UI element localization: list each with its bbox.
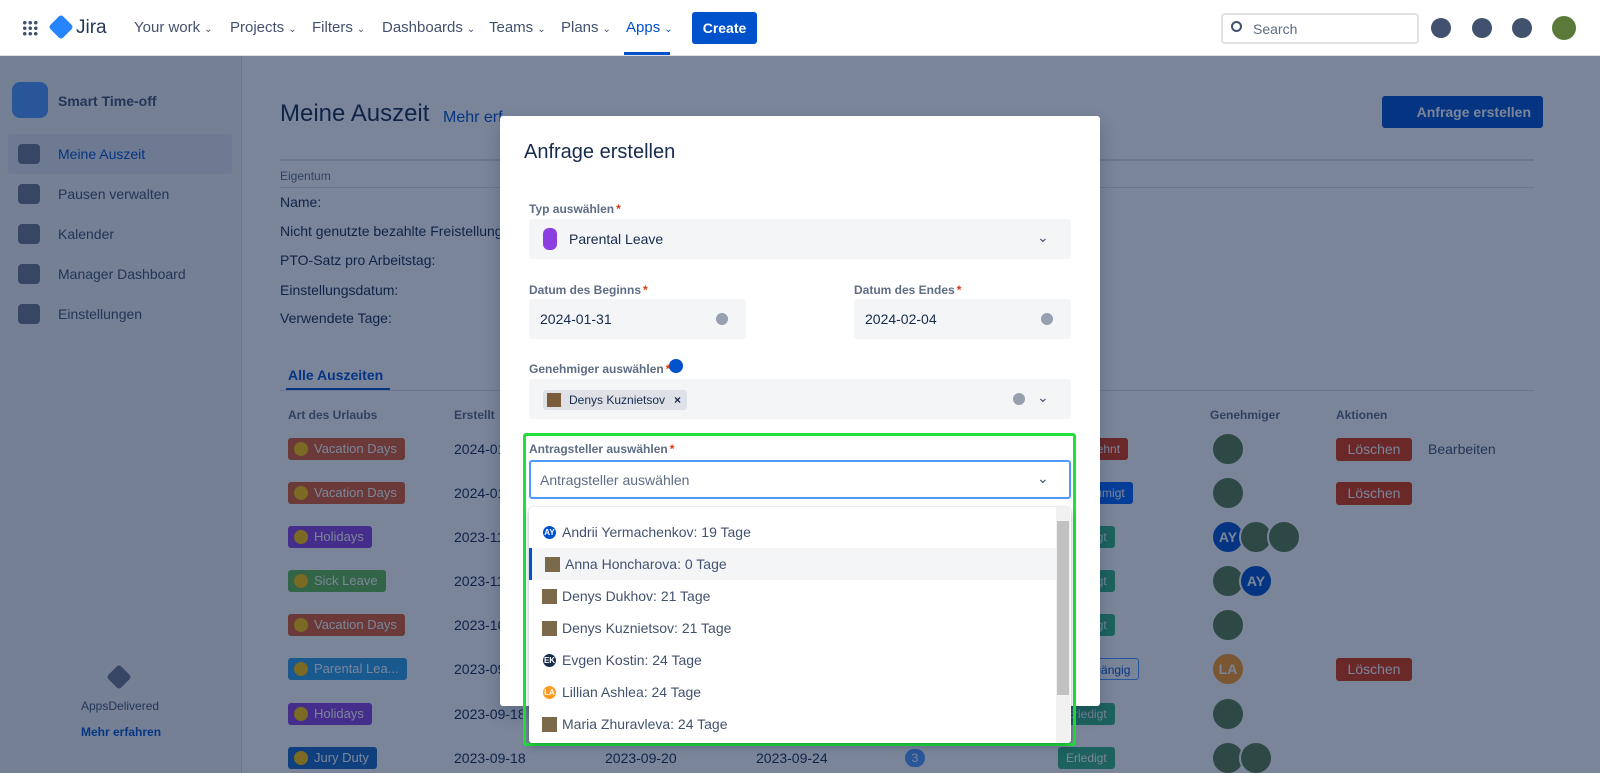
end-value: 2024-02-04 bbox=[865, 311, 937, 327]
input-box[interactable]: 2024-01-31 bbox=[529, 299, 746, 339]
field-label: Datum des Endes * bbox=[854, 283, 962, 297]
nav-item[interactable]: Teams ⌄ bbox=[489, 19, 546, 36]
required-mark: * bbox=[956, 283, 962, 297]
chevron: ⌄ bbox=[1037, 229, 1049, 245]
highlight-frame bbox=[523, 433, 1076, 746]
requester-input[interactable]: Antragsteller auswählen ⌄ bbox=[529, 460, 1071, 499]
input-box[interactable]: 2024-02-04 bbox=[854, 299, 1071, 339]
dropdown-option[interactable]: LA Lillian Ashlea: 24 Tage bbox=[529, 676, 1056, 708]
avatar: LA bbox=[541, 684, 558, 701]
dropdown-option[interactable]: Maria Zhuravleva: 24 Tage bbox=[529, 708, 1056, 740]
clear-icon bbox=[1013, 393, 1025, 405]
option-avatar bbox=[545, 557, 560, 572]
requester-placeholder: Antragsteller auswählen bbox=[540, 472, 690, 488]
dropdown-option[interactable]: Denys Kuznietsov: 21 Tage bbox=[529, 612, 1056, 644]
option-label: Evgen Kostin: 24 Tage bbox=[562, 652, 702, 668]
scrollbar-thumb bbox=[1057, 521, 1069, 695]
nav-active-underline bbox=[624, 52, 670, 55]
dropdown-option[interactable]: Anna Honcharova: 0 Tage bbox=[529, 548, 1056, 580]
field-label: Datum des Beginns * bbox=[529, 283, 648, 297]
option-label: Andrii Yermachenkov: 19 Tage bbox=[562, 524, 751, 540]
help-icon[interactable] bbox=[669, 359, 683, 373]
option-label: Denys Dukhov: 21 Tage bbox=[562, 588, 711, 604]
chevron: ⌄ bbox=[356, 24, 366, 35]
type-icon bbox=[543, 228, 557, 250]
dropdown-option[interactable]: EK Evgen Kostin: 24 Tage bbox=[529, 644, 1056, 676]
create-button[interactable]: Create bbox=[692, 12, 757, 44]
chevron: ⌄ bbox=[1037, 389, 1049, 405]
modal-title: Anfrage erstellen bbox=[524, 141, 676, 163]
product-name: Jira bbox=[76, 17, 107, 38]
required-mark: * bbox=[665, 362, 671, 376]
option-avatar bbox=[542, 589, 557, 604]
nav-item[interactable]: Filters ⌄ bbox=[312, 19, 366, 36]
tag-avatar bbox=[547, 393, 561, 407]
nav-icon[interactable] bbox=[1512, 18, 1532, 38]
search-placeholder: Search bbox=[1253, 21, 1298, 37]
field-label: Typ auswählen * bbox=[529, 202, 621, 216]
required-mark: * bbox=[616, 202, 621, 216]
chevron: ⌄ bbox=[602, 24, 611, 35]
option-label: Denys Kuznietsov: 21 Tage bbox=[562, 620, 732, 636]
option-label: Lillian Ashlea: 24 Tage bbox=[562, 684, 702, 700]
nav-icon[interactable] bbox=[1431, 18, 1451, 38]
input-box[interactable]: Parental Leave ⌄ bbox=[529, 219, 1071, 259]
search-box[interactable]: Search bbox=[1221, 13, 1419, 44]
nav-item[interactable]: Projects ⌄ bbox=[230, 19, 297, 36]
dropdown-option[interactable]: Denys Dukhov: 21 Tage bbox=[529, 580, 1056, 612]
option-avatar bbox=[542, 621, 557, 636]
option-avatar bbox=[542, 717, 557, 732]
selected-tag: Denys Kuznietsov × bbox=[543, 390, 688, 410]
tag-remove[interactable]: × bbox=[674, 393, 682, 407]
nav-item[interactable]: Plans ⌄ bbox=[561, 19, 611, 36]
chevron: ⌄ bbox=[466, 24, 476, 35]
chevron: ⌄ bbox=[664, 24, 673, 35]
chevron: ⌄ bbox=[537, 24, 546, 35]
top-nav bbox=[0, 0, 1600, 56]
app-switcher[interactable] bbox=[22, 20, 38, 36]
avatar: EK bbox=[541, 652, 558, 669]
option-label: Maria Zhuravleva: 24 Tage bbox=[562, 716, 728, 732]
nav-item[interactable]: Dashboards ⌄ bbox=[382, 19, 476, 36]
option-label: Anna Honcharova: 0 Tage bbox=[565, 556, 727, 572]
required-mark: * bbox=[643, 283, 648, 297]
chevron: ⌄ bbox=[288, 24, 297, 35]
clear-icon bbox=[716, 313, 728, 325]
field-label: Antragsteller auswählen * bbox=[529, 442, 675, 456]
input-box[interactable]: Denys Kuznietsov × ⌄ bbox=[529, 379, 1071, 419]
dropdown-option[interactable]: AY Andrii Yermachenkov: 19 Tage bbox=[529, 516, 1056, 548]
profile-avatar[interactable] bbox=[1552, 16, 1576, 40]
nav-icon[interactable] bbox=[1472, 18, 1492, 38]
start-value: 2024-01-31 bbox=[540, 311, 612, 327]
chevron: ⌄ bbox=[204, 24, 213, 35]
avatar: AY bbox=[541, 524, 558, 541]
nav-item[interactable]: Your work ⌄ bbox=[134, 19, 213, 36]
required-mark: * bbox=[669, 442, 675, 456]
type-value: Parental Leave bbox=[569, 231, 664, 247]
clear-icon bbox=[1041, 313, 1053, 325]
field-label: Genehmiger auswählen * bbox=[529, 362, 671, 376]
dropdown-menu: AY Andrii Yermachenkov: 19 Tage Anna Honch… bbox=[529, 507, 1071, 743]
nav-item[interactable]: Apps ⌄ bbox=[626, 19, 673, 36]
search-icon bbox=[1231, 21, 1242, 32]
chevron: ⌄ bbox=[1037, 470, 1049, 486]
